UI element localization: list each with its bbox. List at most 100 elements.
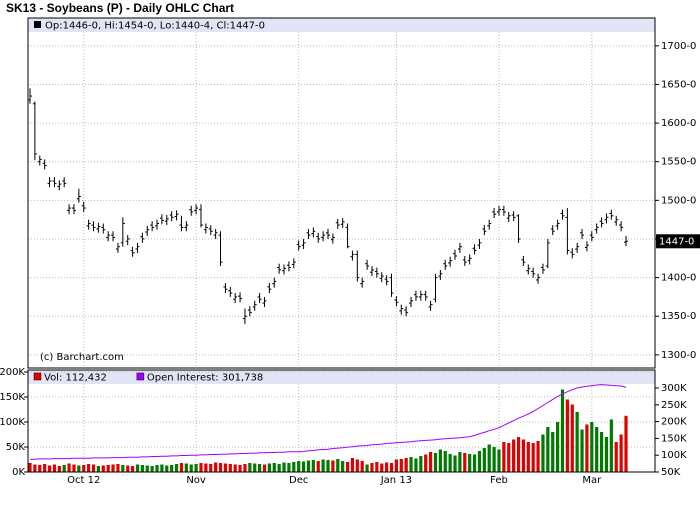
x-tick-label: Nov [186,475,206,486]
volume-bar [160,464,164,472]
volume-bar [214,462,218,472]
volume-bar [52,464,57,472]
volume-bar [399,459,403,472]
volume-bar [155,465,159,472]
volume-bar [91,464,96,472]
volume-bar [145,465,149,472]
volume-bar [468,454,472,472]
volume-bar [121,465,125,472]
legend-label: Open Interest: 301,738 [147,373,263,384]
y-tick-label: 200K [0,367,25,378]
volume-bar [614,442,618,472]
volume-bar [536,441,540,472]
volume-bar [243,464,247,472]
x-tick-label: Dec [289,475,308,486]
volume-bar [345,462,350,472]
volume-bar [624,415,628,472]
volume-bar [248,463,252,472]
volume-bar [428,452,433,472]
volume-bar [438,449,442,472]
y2-tick-label: 150K [661,433,687,444]
volume-bar [277,464,281,472]
volume-bar [443,451,447,472]
volume-bar [174,464,179,472]
volume-bar [72,464,76,472]
volume-bar [595,427,599,472]
volume-bar [502,442,506,472]
last-price-box [656,234,700,249]
y-tick-label: 1550-0 [661,157,696,168]
volume-bar [551,432,555,472]
volume-bar [448,454,452,472]
y2-tick-label: 250K [661,400,687,411]
volume-bar [106,465,110,472]
volume-bar [253,463,257,472]
volume-bar [238,465,242,472]
volume-bar [380,463,384,472]
volume-bar [165,465,169,472]
last-price-label: 1447-0 [659,236,694,247]
legend-band [28,370,655,384]
volume-bar [126,465,130,472]
volume-bar [463,453,467,472]
volume-bar [209,464,213,472]
volume-bar [184,463,188,472]
source-label: (c) Barchart.com [40,352,124,363]
volume-bar [360,461,364,472]
volume-bar [336,459,340,472]
volume-bar [77,465,81,472]
volume-bar [135,464,140,472]
info-band [28,18,655,32]
volume-bar [223,463,228,472]
volume-bar [82,465,86,472]
volume-bar [116,464,120,472]
chart-title: SK13 - Soybeans (P) - Daily OHLC Chart [6,1,234,15]
open-interest-line [30,384,627,460]
volume-bar [385,462,389,472]
y-tick-label: 50K [6,442,26,453]
volume-bar [28,463,32,472]
volume-bar [111,464,115,472]
volume-bar [228,464,232,472]
y-tick-label: 150K [0,392,25,403]
volume-bar [389,463,394,472]
volume-bar [47,465,52,472]
volume-bar [477,451,482,472]
volume-bar [433,453,438,472]
volume-bar [541,434,545,472]
y-tick-label: 1350-0 [661,311,696,322]
x-tick-label: Mar [582,475,602,486]
volume-bar [33,464,37,472]
price-frame [27,17,656,369]
y-tick-label: 1300-0 [661,350,696,361]
volume-bar [140,465,144,472]
volume-bar [350,458,355,472]
volume-bar [282,462,286,472]
volume-bar [331,460,335,472]
volume-bar [67,463,71,472]
volume-frame [27,369,656,473]
volume-bar [404,458,408,472]
volume-bar [321,459,325,472]
volume-bar [546,427,550,472]
volume-bar [87,464,91,472]
y-tick-label: 1700-0 [661,41,696,52]
volume-bar [375,462,379,472]
volume-bar [419,456,423,472]
volume-bar [526,442,530,472]
volume-bar [531,443,535,472]
volume-bar [316,461,320,472]
volume-bar [262,464,267,472]
legend-swatch [136,372,145,381]
volume-bar [507,443,511,472]
volume-bar [170,465,174,472]
volume-bar [43,464,47,472]
volume-bar [218,463,223,472]
volume-bar [575,412,579,472]
ohlc-info: Op:1446-0, Hi:1454-0, Lo:1440-4, Cl:1447… [45,21,265,32]
volume-bar [101,465,105,472]
legend-label: Vol: 112,432 [44,373,107,384]
volume-bar [199,463,203,472]
y2-tick-label: 300K [661,383,687,394]
volume-bar [370,463,374,472]
